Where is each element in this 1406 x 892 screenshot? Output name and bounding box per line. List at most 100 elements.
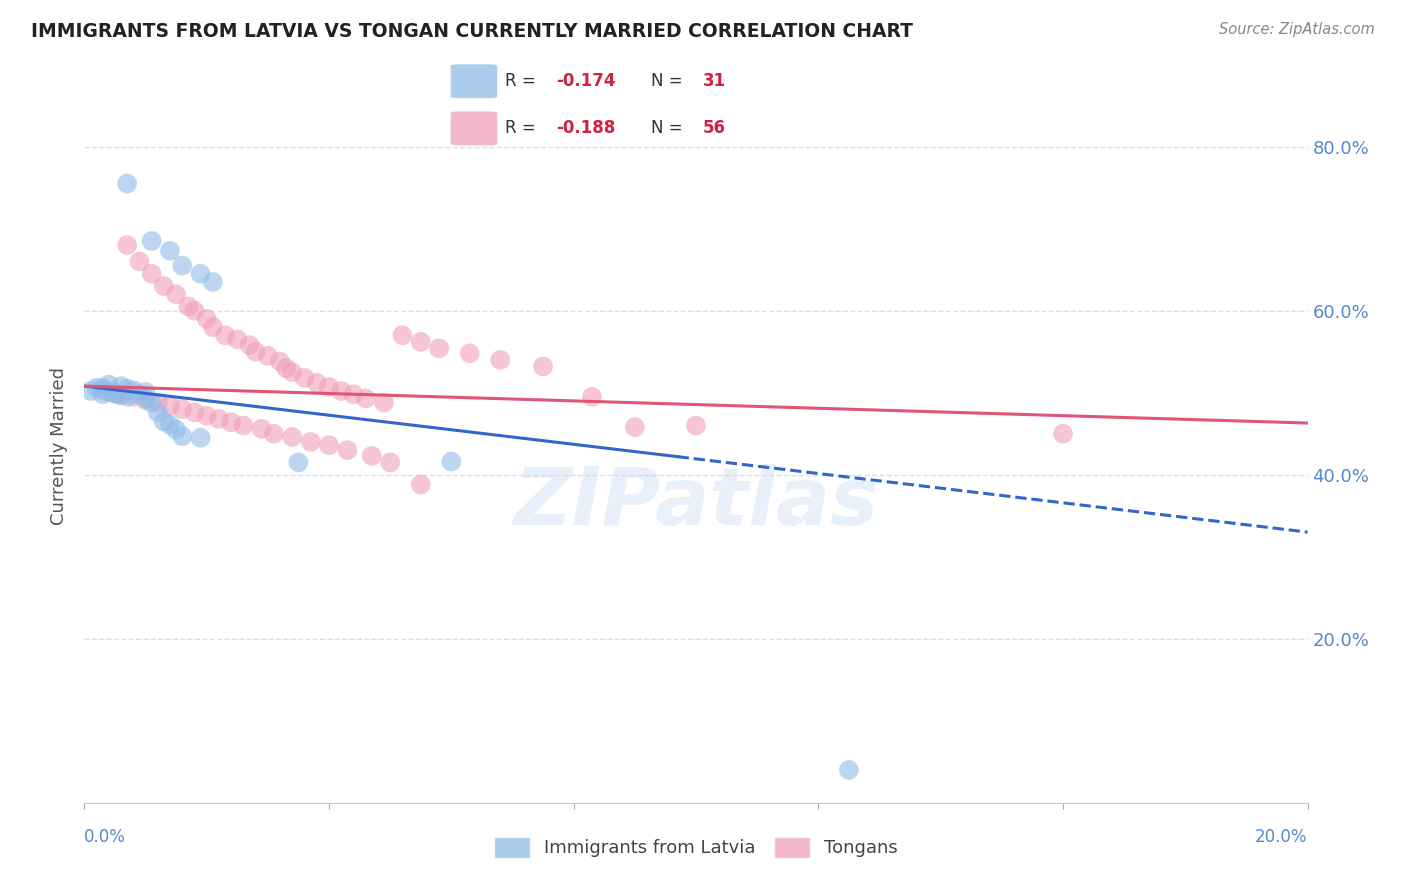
Point bbox=[336, 443, 359, 458]
Point bbox=[624, 420, 647, 434]
Point bbox=[104, 386, 127, 401]
Point bbox=[122, 383, 145, 397]
Point bbox=[226, 332, 249, 346]
Point bbox=[115, 382, 138, 396]
Point bbox=[183, 405, 205, 419]
Legend: Immigrants from Latvia, Tongans: Immigrants from Latvia, Tongans bbox=[486, 830, 905, 865]
Point bbox=[153, 414, 176, 428]
Point bbox=[128, 254, 150, 268]
Point bbox=[380, 455, 402, 469]
Point bbox=[299, 434, 322, 449]
Point bbox=[373, 395, 395, 409]
Point bbox=[269, 354, 291, 368]
Point bbox=[172, 429, 194, 443]
Point bbox=[91, 387, 114, 401]
Point bbox=[342, 387, 364, 401]
Point bbox=[208, 412, 231, 426]
Point bbox=[360, 449, 382, 463]
Point bbox=[159, 399, 181, 413]
Point bbox=[128, 387, 150, 401]
Point bbox=[531, 359, 554, 374]
Point bbox=[219, 415, 242, 429]
Point bbox=[276, 361, 298, 376]
Point bbox=[294, 371, 316, 385]
Point bbox=[257, 349, 280, 363]
Point bbox=[115, 390, 138, 404]
FancyBboxPatch shape bbox=[450, 64, 498, 99]
Text: -0.188: -0.188 bbox=[557, 120, 616, 137]
Point bbox=[287, 455, 309, 469]
Point bbox=[245, 344, 267, 359]
Point bbox=[172, 402, 194, 417]
Point bbox=[110, 388, 132, 402]
FancyBboxPatch shape bbox=[450, 111, 498, 145]
Point bbox=[190, 431, 212, 445]
Point bbox=[141, 395, 163, 409]
Text: 56: 56 bbox=[703, 120, 725, 137]
Point bbox=[135, 384, 157, 399]
Text: R =: R = bbox=[505, 120, 536, 137]
Text: N =: N = bbox=[651, 120, 683, 137]
Point bbox=[214, 328, 236, 343]
Text: IMMIGRANTS FROM LATVIA VS TONGAN CURRENTLY MARRIED CORRELATION CHART: IMMIGRANTS FROM LATVIA VS TONGAN CURRENT… bbox=[31, 22, 912, 41]
Point bbox=[146, 405, 169, 419]
Text: ZIPatlas: ZIPatlas bbox=[513, 464, 879, 542]
Point bbox=[165, 287, 187, 301]
Point bbox=[427, 342, 450, 356]
Point bbox=[195, 311, 218, 326]
Point bbox=[159, 417, 181, 432]
Point bbox=[281, 430, 304, 444]
Point bbox=[146, 395, 169, 409]
Point bbox=[250, 422, 273, 436]
Point bbox=[318, 438, 340, 452]
Text: 20.0%: 20.0% bbox=[1256, 828, 1308, 846]
Point bbox=[1052, 426, 1074, 441]
Point bbox=[172, 259, 194, 273]
Point bbox=[281, 365, 304, 379]
Point bbox=[115, 177, 138, 191]
Point bbox=[238, 338, 260, 352]
Point bbox=[458, 346, 481, 360]
Point bbox=[110, 388, 132, 402]
Point bbox=[135, 393, 157, 408]
Point bbox=[86, 381, 108, 395]
Point bbox=[409, 334, 432, 349]
Point bbox=[318, 380, 340, 394]
Point bbox=[91, 381, 114, 395]
Point bbox=[165, 423, 187, 437]
Point bbox=[91, 383, 114, 397]
Point bbox=[263, 426, 285, 441]
Point bbox=[201, 320, 224, 334]
Y-axis label: Currently Married: Currently Married bbox=[51, 367, 69, 525]
Point bbox=[153, 279, 176, 293]
Text: R =: R = bbox=[505, 72, 536, 90]
Point bbox=[195, 409, 218, 423]
Point bbox=[159, 244, 181, 258]
Point bbox=[115, 238, 138, 252]
Point bbox=[409, 477, 432, 491]
Point bbox=[354, 392, 377, 406]
Point bbox=[97, 384, 120, 399]
Point bbox=[232, 418, 254, 433]
Point bbox=[110, 379, 132, 393]
Text: N =: N = bbox=[651, 72, 683, 90]
Point bbox=[391, 328, 413, 343]
Text: Source: ZipAtlas.com: Source: ZipAtlas.com bbox=[1219, 22, 1375, 37]
Point bbox=[141, 234, 163, 248]
Point bbox=[330, 384, 353, 398]
Point bbox=[685, 418, 707, 433]
Point bbox=[201, 275, 224, 289]
Point bbox=[177, 300, 200, 314]
Point bbox=[838, 763, 860, 777]
Point bbox=[122, 390, 145, 404]
Text: -0.174: -0.174 bbox=[557, 72, 616, 90]
Text: 0.0%: 0.0% bbox=[84, 828, 127, 846]
Text: 31: 31 bbox=[703, 72, 725, 90]
Point bbox=[489, 352, 512, 367]
Point bbox=[581, 390, 603, 404]
Point bbox=[104, 386, 127, 401]
Point bbox=[190, 267, 212, 281]
Point bbox=[79, 384, 101, 398]
Point bbox=[440, 454, 463, 468]
Point bbox=[135, 392, 157, 406]
